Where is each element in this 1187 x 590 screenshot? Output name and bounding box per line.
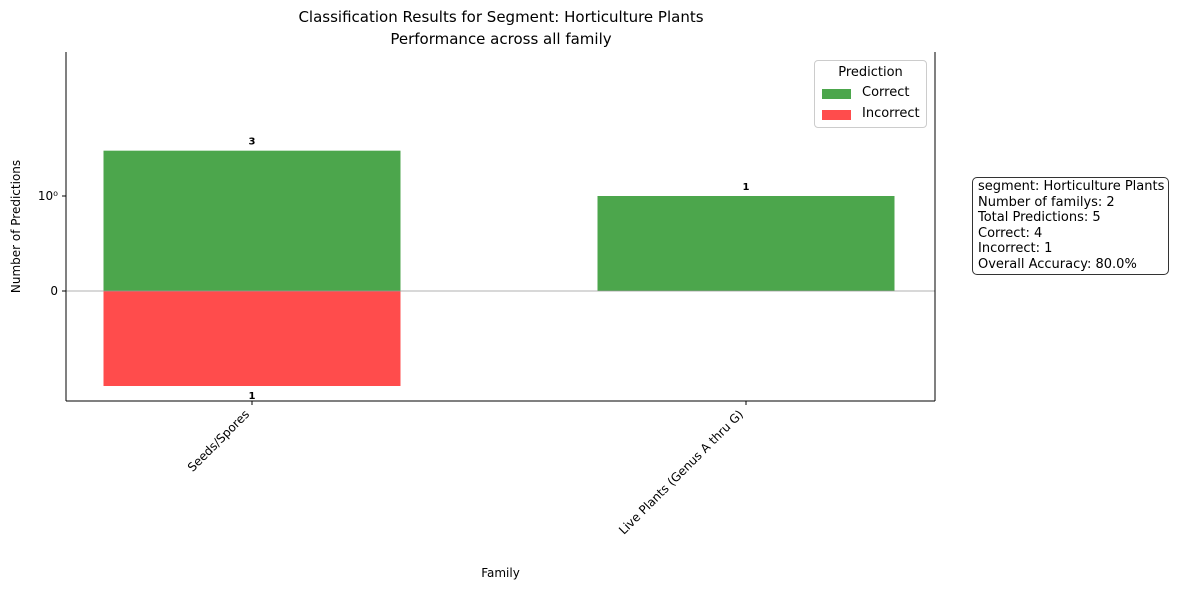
legend: Prediction Correct Incorrect	[814, 60, 927, 128]
x-tick-label: Live Plants (Genus A thru G)	[616, 407, 746, 537]
bar-incorrect	[103, 291, 401, 386]
info-line: Total Predictions: 5	[978, 210, 1101, 226]
y-axis-label: Number of Predictions	[9, 160, 23, 293]
info-line: Incorrect: 1	[978, 241, 1053, 257]
data-label-correct: 1	[743, 182, 750, 193]
info-line: Number of familys: 2	[978, 194, 1115, 210]
legend-label-correct: Correct	[862, 85, 910, 100]
y-tick-label: 10⁰	[38, 189, 58, 203]
x-tick-label: Seeds/Spores	[185, 407, 252, 474]
legend-label-incorrect: Incorrect	[862, 106, 920, 121]
data-label-incorrect: 1	[249, 391, 256, 402]
info-line: Overall Accuracy: 80.0%	[978, 256, 1137, 272]
data-label-correct: 3	[249, 137, 256, 148]
chart-title: Classification Results for Segment: Hort…	[298, 8, 704, 26]
info-line: Correct: 4	[978, 225, 1043, 241]
y-tick-label: 0	[50, 284, 58, 298]
info-line: segment: Horticulture Plants	[978, 179, 1165, 194]
legend-title: Prediction	[838, 65, 903, 80]
bar-correct	[103, 150, 401, 291]
x-axis-label: Family	[481, 566, 520, 580]
legend-swatch-incorrect	[822, 110, 851, 120]
chart-subtitle: Performance across all family	[390, 30, 612, 48]
summary-info-box: segment: Horticulture Plants Number of f…	[972, 177, 1170, 275]
legend-swatch-correct	[822, 89, 851, 99]
bar-correct	[597, 196, 895, 291]
